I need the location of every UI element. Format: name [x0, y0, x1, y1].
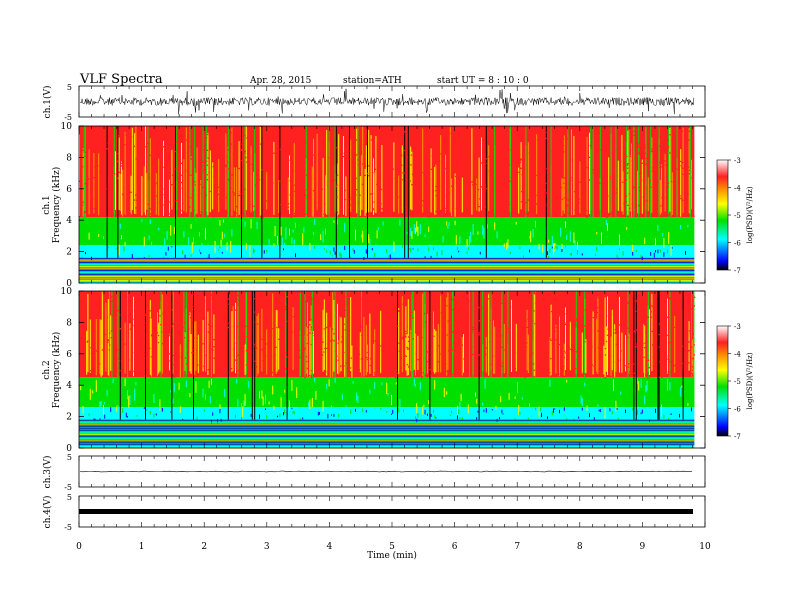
colorbar-tick-label: -7 [734, 433, 741, 441]
ch2-colorbar-label: log(PSD)(V²/Hz) [746, 352, 754, 409]
freq-tick-label: 4 [66, 216, 72, 226]
ch3-wave-tick-bottom: -5 [64, 483, 72, 492]
ch1-spectrogram-panel: 10 8 6 4 2 0 ch.1 Frequency (kHz) [42, 122, 706, 289]
station-label: station=ATH [343, 76, 402, 86]
ch3-waveform-line [79, 470, 693, 473]
ch1-waveform-line [79, 88, 695, 115]
ch1-wave-ylabel: ch.1(V) [42, 86, 53, 119]
ch1-wave-panel: 5 -5 ch.1(V) [42, 83, 706, 122]
freq-tick-label: 2 [66, 413, 72, 423]
freq-tick-label: 6 [66, 185, 72, 195]
ch4-wave-ylabel: ch.4(V) [42, 496, 53, 529]
x-tick-9: 9 [640, 542, 646, 552]
colorbar-tick-label: -4 [734, 351, 741, 359]
ch4-wave-tick-top: 5 [67, 493, 72, 502]
freq-tick-label: 6 [66, 350, 72, 360]
start-ut-label: start UT = 8 : 10 : 0 [437, 76, 529, 86]
ch1-wave-tick-top: 5 [67, 83, 72, 92]
x-tick-0: 0 [76, 542, 82, 552]
x-tick-5: 5 [389, 542, 395, 552]
ch2-spectrogram-panel: 10 8 6 4 2 0 ch.2 Frequency (kHz) [42, 287, 706, 454]
freq-tick-label: 10 [61, 287, 73, 297]
x-tick-labels: 0 1 2 3 4 5 6 7 8 9 10 Time (min) [76, 542, 711, 561]
ch4-wave-tick-bottom: -5 [64, 523, 72, 532]
ch3-wave-panel: 5 -5 ch.3(V) [42, 453, 706, 492]
freq-tick-label: 8 [66, 153, 72, 163]
x-axis-label: Time (min) [367, 550, 417, 561]
freq-tick-label: 10 [61, 122, 73, 132]
x-tick-4: 4 [327, 542, 333, 552]
time-ticks [78, 86, 706, 527]
ch4-waveform-band [79, 509, 693, 514]
date-label: Apr. 28, 2015 [250, 76, 312, 86]
chart-title: VLF Spectra [80, 72, 163, 87]
ch2-colorbar: -3 -4 -5 -6 -7 log(PSD)(V²/Hz) [716, 323, 754, 441]
x-tick-10: 10 [699, 542, 711, 552]
colorbar-tick-label: -5 [734, 212, 741, 220]
freq-tick-label: 2 [66, 248, 72, 258]
ch1-spec-label-top: ch.1 [42, 195, 52, 214]
x-tick-3: 3 [264, 542, 270, 552]
colorbar-tick-label: -3 [734, 157, 741, 165]
colorbar-tick-label: -4 [734, 185, 741, 193]
ch2-spec-label-top: ch.2 [42, 360, 52, 379]
freq-tick-label: 4 [66, 381, 72, 391]
ch3-wave-ylabel: ch.3(V) [42, 456, 53, 489]
x-tick-2: 2 [201, 542, 207, 552]
x-tick-8: 8 [577, 542, 583, 552]
ch1-colorbar: -3 -4 -5 -6 -7 log(PSD)(V²/Hz) [716, 157, 754, 275]
ch3-wave-tick-top: 5 [67, 453, 72, 462]
colorbar-tick-label: -6 [734, 240, 741, 248]
ch2-freq-ticks: 10 8 6 4 2 0 [61, 287, 705, 454]
ch1-freq-ticks: 10 8 6 4 2 0 [61, 122, 705, 289]
ch1-spec-label-bottom: Frequency (kHz) [51, 167, 62, 244]
x-tick-6: 6 [452, 542, 458, 552]
colorbar-tick-label: -5 [734, 378, 741, 386]
ch1-wave-tick-bottom: -5 [64, 113, 72, 122]
freq-tick-label: 8 [66, 318, 72, 328]
ch2-spec-label-bottom: Frequency (kHz) [51, 332, 62, 409]
colorbar-tick-label: -6 [734, 406, 741, 414]
ch1-spectrogram [79, 126, 705, 283]
ch2-spectrogram [79, 291, 705, 449]
x-tick-7: 7 [514, 542, 520, 552]
colorbar-tick-label: -7 [734, 267, 741, 275]
ch1-colorbar-label: log(PSD)(V²/Hz) [746, 186, 754, 243]
freq-tick-label: 0 [66, 444, 72, 454]
freq-tick-label: 0 [66, 279, 72, 289]
x-tick-1: 1 [139, 542, 145, 552]
colorbar-tick-label: -3 [734, 323, 741, 331]
